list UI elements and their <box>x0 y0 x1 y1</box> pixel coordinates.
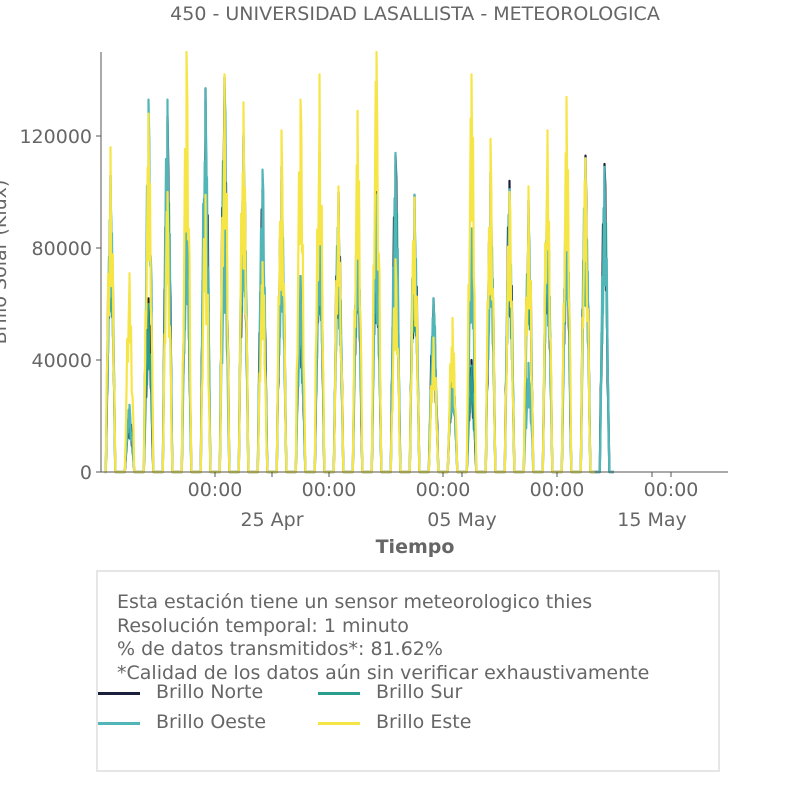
legend-label-brillo-este: Brillo Este <box>376 711 472 733</box>
x-major-tick-label: 15 May <box>617 509 687 531</box>
x-major-tick-label: 05 May <box>427 509 497 531</box>
info-line-station: Esta estación tiene un sensor meteorolog… <box>117 591 593 613</box>
x-tick-label: 00:00 <box>188 479 243 501</box>
info-line-transmitted: % de datos transmitidos*: 81.62% <box>117 638 443 660</box>
x-tick-label: 00:00 <box>302 479 357 501</box>
y-tick-label: 80000 <box>32 238 92 260</box>
chart-title: 450 - UNIVERSIDAD LASALLISTA - METEOROLO… <box>170 3 660 25</box>
x-major-tick-label: 25 Apr <box>240 509 303 531</box>
x-tick-label: 00:00 <box>644 479 699 501</box>
y-axis-label: Brillo Solar (Klux) <box>0 180 11 345</box>
series-layer <box>104 50 614 474</box>
legend-label-brillo-sur: Brillo Sur <box>376 681 463 703</box>
chart-area: 0 40000 80000 120000 Brillo Solar (Klux) 00:0… <box>0 50 728 558</box>
legend-label-brillo-norte: Brillo Norte <box>156 681 264 703</box>
series-line-brillo-este <box>104 50 595 474</box>
legend-swatch-brillo-sur <box>318 692 360 695</box>
y-tick-label: 120000 <box>19 126 92 148</box>
legend-swatch-brillo-norte <box>98 692 140 695</box>
x-axis-label: Tiempo <box>376 536 455 558</box>
info-box: Esta estación tiene un sensor meteorolog… <box>96 570 720 772</box>
y-tick-label: 0 <box>80 462 92 484</box>
legend-label-brillo-oeste: Brillo Oeste <box>156 711 267 733</box>
y-tick-label: 40000 <box>32 350 92 372</box>
axes-layer: 0 40000 80000 120000 Brillo Solar (Klux) 00:0… <box>0 52 728 558</box>
legend-swatch-brillo-oeste <box>98 722 140 725</box>
x-tick-label: 00:00 <box>416 479 471 501</box>
legend-swatch-brillo-este <box>318 722 360 725</box>
info-line-resolution: Resolución temporal: 1 minuto <box>117 615 409 637</box>
x-tick-label: 00:00 <box>530 479 585 501</box>
info-line-quality-note: *Calidad de los datos aún sin verificar … <box>117 662 650 684</box>
